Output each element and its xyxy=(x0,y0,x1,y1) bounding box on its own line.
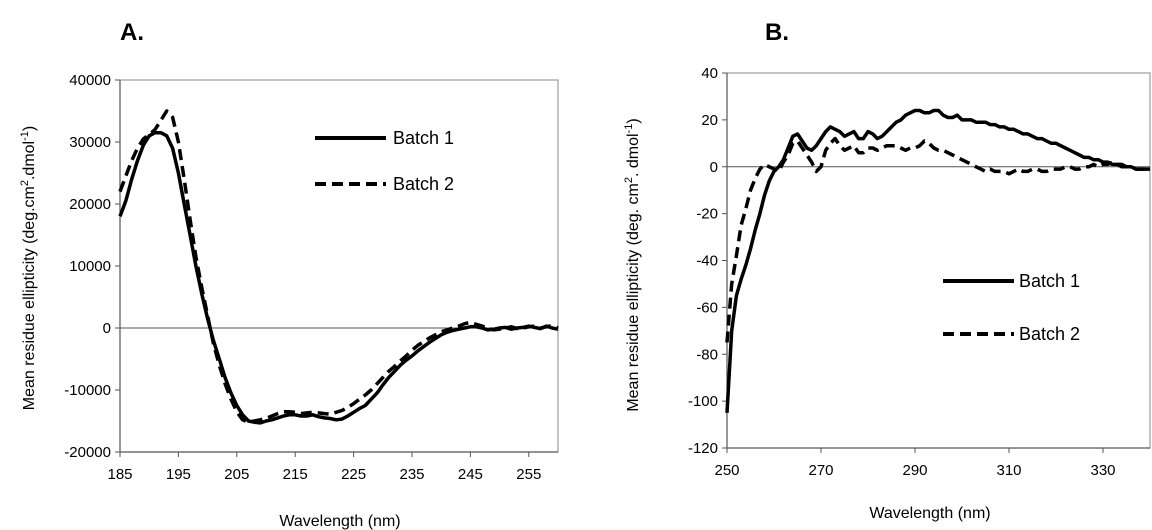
panel-b-x-tick-label: 270 xyxy=(808,462,833,479)
panel-b-x-axis-title: Wavelength (nm) xyxy=(869,505,990,522)
panel-b-x-tick-label: 290 xyxy=(902,462,927,479)
panel-a-y-tick-label: 30000 xyxy=(69,134,111,151)
panel-a-x-tick-label: 235 xyxy=(399,466,424,483)
panel-a-label: A. xyxy=(120,19,144,46)
panel-a-x-tick-label: 185 xyxy=(107,466,132,483)
legend-label-batch-1: Batch 1 xyxy=(1019,271,1080,291)
panel-a-x-axis-title: Wavelength (nm) xyxy=(279,513,400,530)
panel-a-y-tick-label: 40000 xyxy=(69,72,111,89)
panel-b-x-tick-label: 250 xyxy=(714,462,739,479)
panel-a-y-axis-title: Mean residue ellipticity (deg.cm2.dmol-1… xyxy=(19,126,38,410)
legend-label-batch-2: Batch 2 xyxy=(393,174,454,194)
panel-a-y-tick-label: -20000 xyxy=(64,444,111,461)
panel-a-x-tick-label: 255 xyxy=(516,466,541,483)
panel-a-series-batch-2 xyxy=(118,109,559,424)
panel-b-y-tick-label: -40 xyxy=(696,253,718,270)
panel-a-y-tick-label: 20000 xyxy=(69,196,111,213)
panel-b-y-tick-label: -80 xyxy=(696,346,718,363)
panel-b-frame xyxy=(726,72,1151,449)
panel-a-plot-area: -20000 -10000 0 10000 20000 30000 40000 185 195 2… xyxy=(64,72,559,483)
panel-a-series-batch-1 xyxy=(118,130,559,425)
panel-a-frame xyxy=(119,79,559,453)
panel-b-label: B. xyxy=(765,19,789,46)
panel-b-y-tick-label: 0 xyxy=(710,159,718,176)
panel-b-legend: Batch 1 Batch 2 xyxy=(943,271,1080,344)
panel-b-y-axis-title: Mean residue ellipticity (deg. cm2. dmol… xyxy=(623,118,642,411)
panel-a-y-tick-label: 0 xyxy=(103,320,111,337)
panel-b-x-tick-label: 330 xyxy=(1090,462,1115,479)
panel-a-x-tick-label: 195 xyxy=(166,466,191,483)
panel-b-series-batch-1 xyxy=(725,108,1150,413)
legend-label-batch-1: Batch 1 xyxy=(393,128,454,148)
panel-b-y-tick-label: -100 xyxy=(688,393,718,410)
panel-a-y-tick-label: -10000 xyxy=(64,382,111,399)
panel-b: B. Wavelength (nm) Mean residue elliptic… xyxy=(623,19,1151,522)
panel-b-y-tick-label: -20 xyxy=(696,206,718,223)
panel-a-legend: Batch 1 Batch 2 xyxy=(315,128,454,194)
panel-a-x-tick-label: 205 xyxy=(224,466,249,483)
panel-a: A. Wavelength (nm) Mean residue elliptic… xyxy=(19,19,559,530)
panel-b-y-tick-label: 20 xyxy=(701,112,718,129)
panel-b-series-batch-2 xyxy=(725,136,1150,343)
panel-b-y-tick-label: -60 xyxy=(696,299,718,316)
panel-a-x-tick-label: 245 xyxy=(458,466,483,483)
legend-label-batch-2: Batch 2 xyxy=(1019,324,1080,344)
panel-a-x-tick-label: 225 xyxy=(341,466,366,483)
panel-a-x-tick-label: 215 xyxy=(283,466,308,483)
panel-b-x-tick-label: 310 xyxy=(996,462,1021,479)
panel-b-plot-area: -120 -100 -80 -60 -40 -20 0 20 40 250 270 290 310 330 xyxy=(688,65,1151,479)
panel-b-y-tick-label: 40 xyxy=(701,65,718,82)
panel-a-y-tick-label: 10000 xyxy=(69,258,111,275)
panel-b-y-tick-label: -120 xyxy=(688,440,718,457)
